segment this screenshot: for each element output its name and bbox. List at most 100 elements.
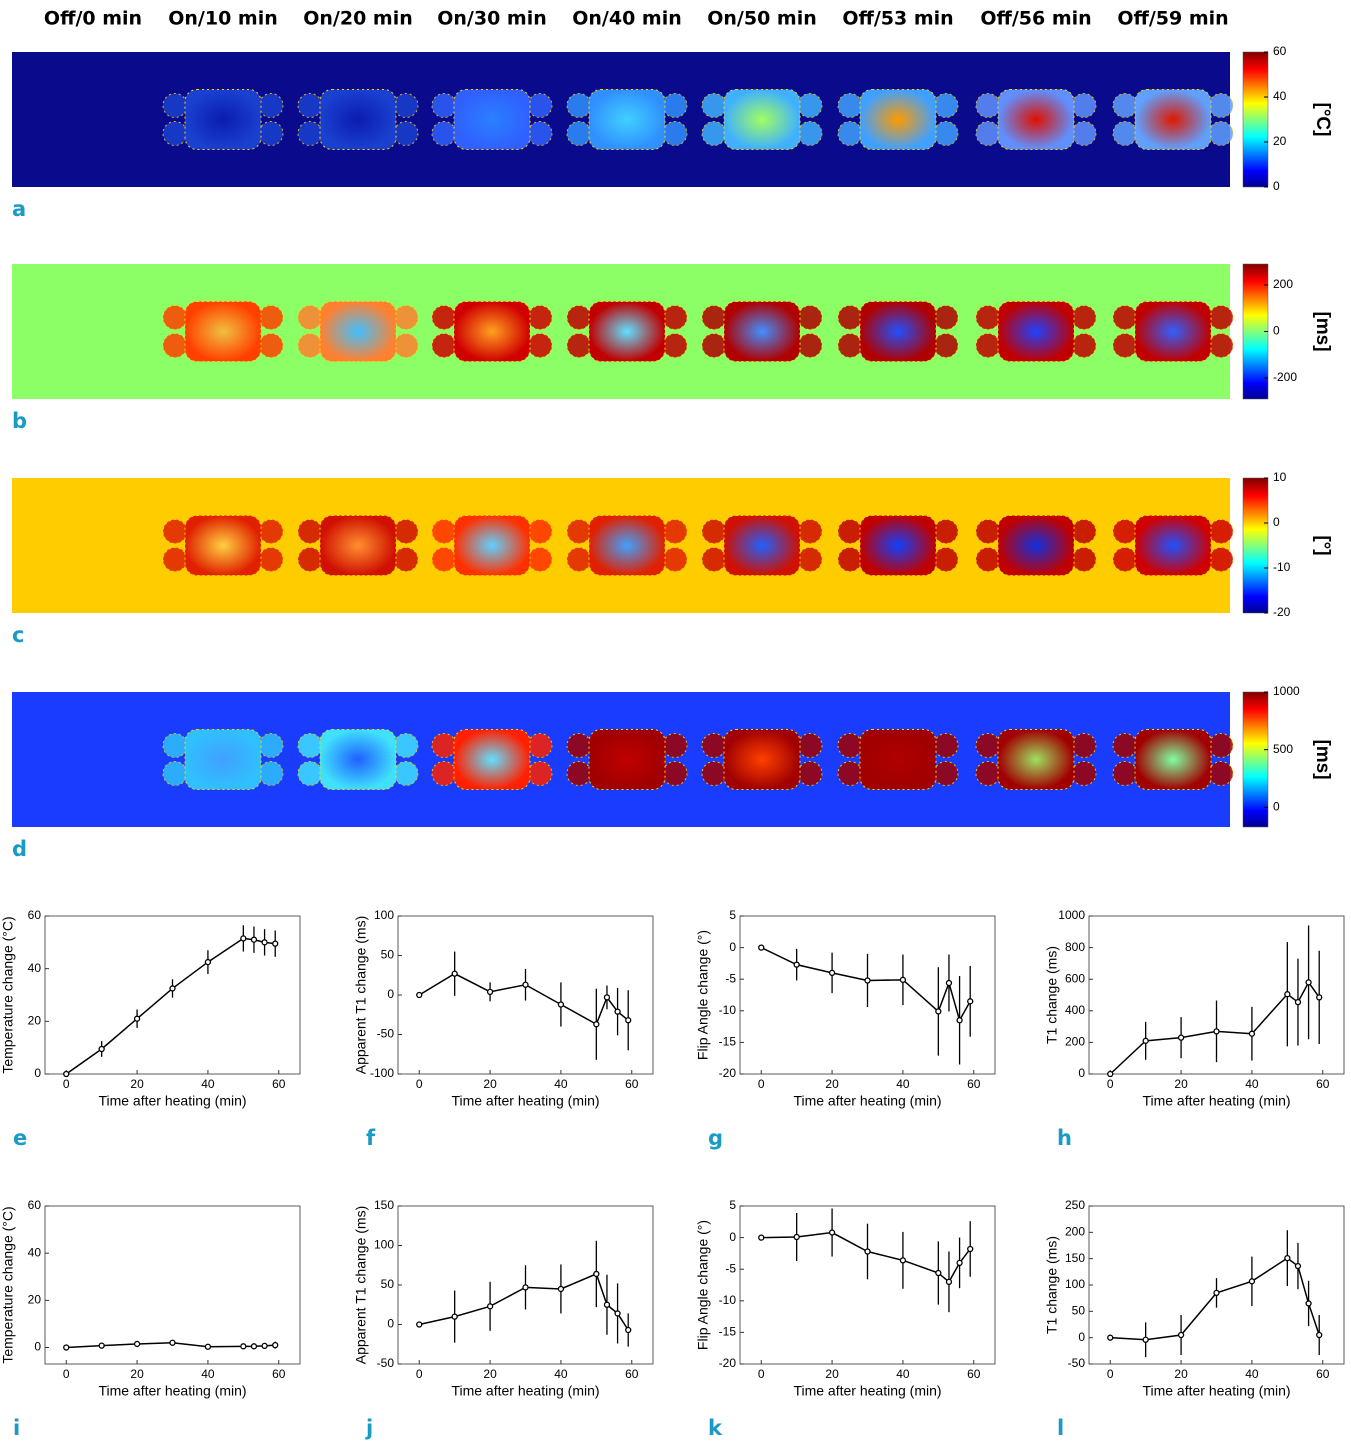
map-region [454,730,530,790]
colorbar-tick-label: -20 [1273,605,1291,619]
data-point [604,1302,609,1307]
x-tick-label: 60 [1316,1077,1330,1091]
x-axis-label: Time after heating (min) [1142,1093,1290,1109]
data-point [1306,1301,1311,1306]
x-axis-label: Time after heating (min) [451,1093,599,1109]
map-region [589,516,665,576]
y-tick-label: 20 [28,1293,42,1307]
data-point [64,1345,69,1350]
y-axis-label: T1 change (ms) [1044,1236,1060,1334]
map-lobe [976,520,1000,544]
map-lobe [432,520,456,544]
data-point [523,1285,528,1290]
map-lobe [934,548,958,572]
data-point [615,1009,620,1014]
data-point [1249,1279,1254,1284]
map-lobe [976,334,1000,358]
y-tick-label: 800 [1065,940,1085,954]
x-tick-label: 0 [758,1077,765,1091]
data-point [170,1340,175,1345]
map-lobe [528,762,552,786]
x-tick-label: 60 [272,1367,286,1381]
x-tick-label: 0 [1107,1367,1114,1381]
y-tick-label: -50 [377,1027,395,1041]
map-lobe [567,520,591,544]
map-lobe [1209,548,1233,572]
map-lobe [432,94,456,118]
map-lobe [528,94,552,118]
x-tick-label: 60 [1316,1367,1330,1381]
map-lobe [1072,306,1096,330]
data-point [273,1343,278,1348]
map-lobe [163,548,187,572]
data-line [66,938,275,1074]
map-lobe [1072,520,1096,544]
data-point [523,982,528,987]
y-tick-label: 50 [381,948,395,962]
map-lobe [298,734,322,758]
data-point [946,980,951,985]
colorbar-tick-label: 1000 [1273,684,1300,698]
data-point [794,1234,799,1239]
map-lobe [163,734,187,758]
data-point [488,989,493,994]
map-lobe [663,520,687,544]
map-lobe [298,548,322,572]
data-point [759,1235,764,1240]
x-tick-label: 20 [483,1367,497,1381]
y-tick-label: 100 [374,908,394,922]
y-tick-label: 5 [729,908,736,922]
data-point [1143,1038,1148,1043]
map-lobe [1209,762,1233,786]
data-point [488,1304,493,1309]
map-lobe [1209,734,1233,758]
data-point [1108,1335,1113,1340]
column-header: On/50 min [707,8,817,30]
map-lobe [1209,94,1233,118]
x-axis-label: Time after heating (min) [451,1383,599,1399]
y-tick-label: 0 [729,940,736,954]
data-point [241,936,246,941]
map-lobe [394,334,418,358]
map-region [860,516,936,576]
column-header: Off/56 min [980,8,1091,30]
data-point [900,977,905,982]
map-lobe [702,306,726,330]
data-point [957,1260,962,1265]
panel-letter: a [12,197,26,221]
map-region [454,90,530,150]
y-tick-label: 0 [34,1066,41,1080]
x-axis-label: Time after heating (min) [1142,1383,1290,1399]
x-tick-label: 60 [967,1367,981,1381]
map-lobe [1113,762,1137,786]
map-lobe [838,94,862,118]
x-tick-label: 20 [130,1077,144,1091]
map-lobe [798,122,822,146]
data-point [830,1230,835,1235]
map-region [1135,516,1211,576]
y-tick-label: 100 [1065,1277,1085,1291]
data-point [865,1249,870,1254]
map-lobe [1072,734,1096,758]
map-lobe [934,122,958,146]
data-point [946,1279,951,1284]
map-region [320,302,396,362]
colorbar-unit: [ms] [1312,311,1333,351]
map-lobe [259,334,283,358]
x-tick-label: 20 [130,1367,144,1381]
data-point [1249,1031,1254,1036]
map-region [589,90,665,150]
map-lobe [798,520,822,544]
y-tick-label: -5 [725,1261,736,1275]
data-point [968,999,973,1004]
y-tick-label: -100 [370,1066,394,1080]
y-tick-label: -10 [719,1293,737,1307]
map-lobe [976,306,1000,330]
map-lobe [528,548,552,572]
map-lobe [663,122,687,146]
panel-letter: i [13,1416,20,1440]
x-tick-label: 40 [201,1077,215,1091]
y-tick-label: 50 [381,1277,395,1291]
x-tick-label: 20 [825,1077,839,1091]
map-lobe [528,734,552,758]
